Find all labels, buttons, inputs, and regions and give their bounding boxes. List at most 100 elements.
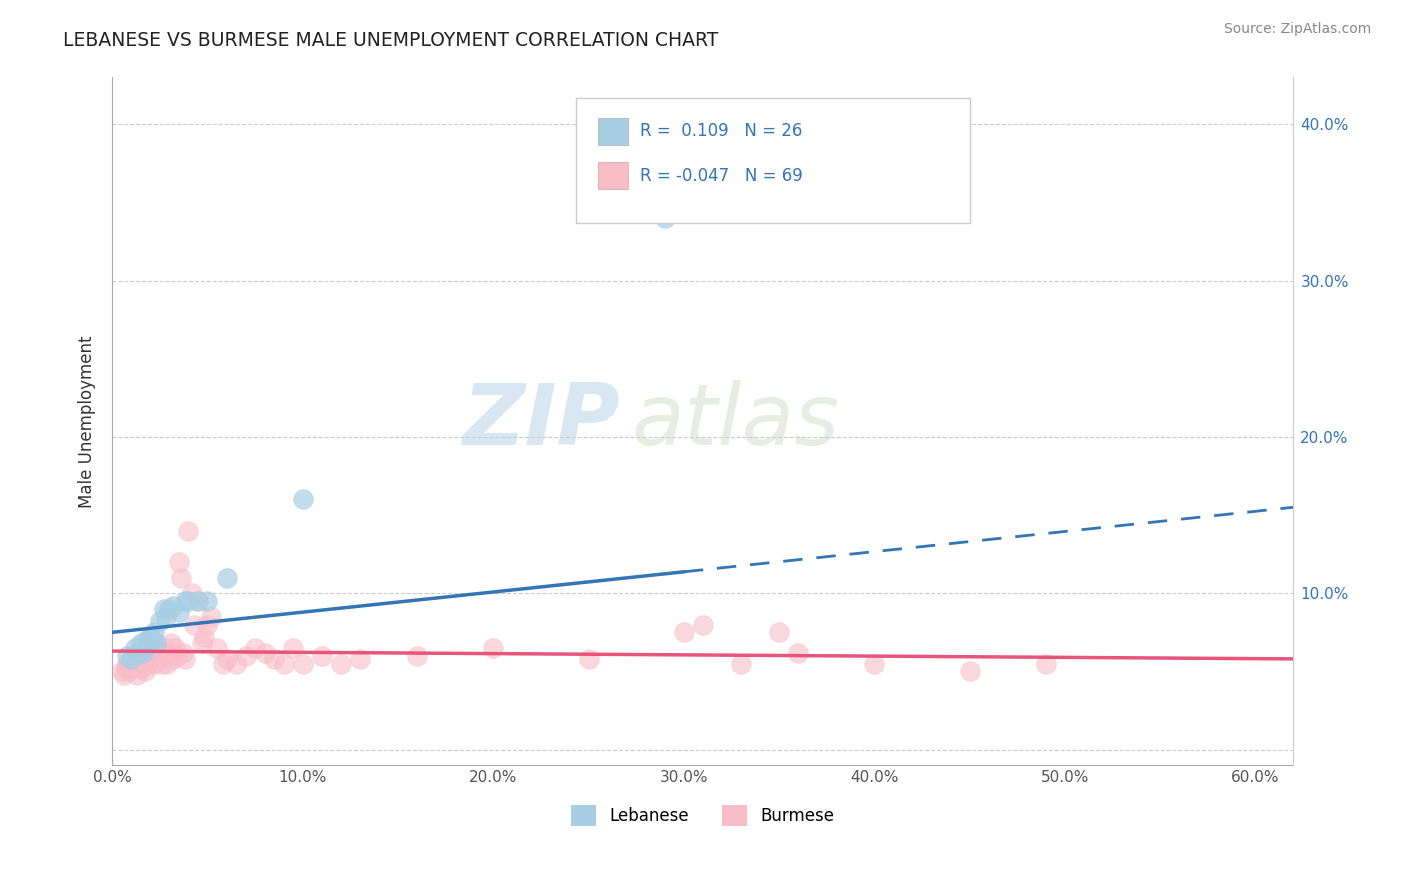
Point [170, 571, 193, 585]
Point [120, 652, 142, 666]
Point [173, 594, 195, 608]
Point [139, 652, 162, 666]
Point [138, 636, 160, 650]
Legend: Lebanese, Burmese: Lebanese, Burmese [564, 799, 841, 832]
Point [134, 640, 156, 655]
Point [143, 648, 166, 663]
Point [145, 640, 167, 655]
Point [132, 657, 155, 671]
Point [211, 657, 233, 671]
Point [187, 594, 209, 608]
Point [215, 571, 238, 585]
Point [1035, 657, 1057, 671]
Point [156, 657, 179, 671]
Y-axis label: Male Unemployment: Male Unemployment [79, 335, 96, 508]
Text: ZIP: ZIP [463, 380, 620, 463]
Point [200, 609, 222, 624]
Point [787, 646, 810, 660]
Point [122, 657, 145, 671]
Point [129, 636, 152, 650]
Point [173, 652, 195, 666]
Point [135, 633, 157, 648]
Point [578, 652, 600, 666]
Point [406, 648, 429, 663]
Point [263, 652, 285, 666]
Text: atlas: atlas [631, 380, 839, 463]
Point [283, 640, 305, 655]
Text: Source: ZipAtlas.com: Source: ZipAtlas.com [1223, 22, 1371, 37]
Point [149, 615, 172, 629]
Point [155, 609, 177, 624]
Point [959, 665, 981, 679]
Point [120, 661, 142, 675]
Point [157, 602, 180, 616]
Point [672, 625, 695, 640]
Point [155, 640, 177, 655]
Point [181, 586, 204, 600]
Point [863, 657, 886, 671]
Point [117, 657, 139, 671]
Point [138, 657, 160, 671]
Point [197, 617, 219, 632]
Point [177, 594, 200, 608]
Point [111, 665, 134, 679]
Point [177, 524, 200, 538]
Point [129, 652, 152, 666]
Point [143, 625, 166, 640]
Point [152, 602, 174, 616]
Point [150, 657, 173, 671]
Point [146, 652, 169, 666]
Point [692, 617, 714, 632]
Point [183, 617, 205, 632]
Point [132, 646, 155, 660]
Point [124, 640, 146, 655]
Point [167, 605, 190, 619]
Point [157, 646, 180, 660]
Point [141, 633, 163, 648]
Point [654, 211, 676, 226]
Point [235, 648, 257, 663]
Point [165, 640, 187, 655]
Point [197, 594, 219, 608]
Point [172, 646, 194, 660]
Point [311, 648, 333, 663]
Point [117, 648, 139, 663]
Text: R =  0.109   N = 26: R = 0.109 N = 26 [640, 122, 801, 140]
Point [162, 599, 184, 613]
Point [128, 661, 150, 675]
Point [291, 657, 314, 671]
Point [124, 652, 146, 666]
Point [166, 648, 188, 663]
Point [141, 646, 163, 660]
Point [291, 492, 314, 507]
Point [215, 652, 238, 666]
Point [134, 665, 156, 679]
Point [273, 657, 295, 671]
Point [139, 630, 162, 644]
Point [329, 657, 352, 671]
Text: R = -0.047   N = 69: R = -0.047 N = 69 [640, 167, 803, 185]
Point [243, 640, 266, 655]
Point [225, 657, 247, 671]
Point [149, 648, 172, 663]
Point [730, 657, 752, 671]
Point [135, 648, 157, 663]
Point [193, 630, 215, 644]
Point [482, 640, 505, 655]
Point [162, 652, 184, 666]
Point [160, 636, 183, 650]
Point [167, 555, 190, 569]
Point [191, 636, 214, 650]
Point [112, 667, 135, 681]
Point [205, 640, 228, 655]
Point [152, 646, 174, 660]
Point [145, 636, 167, 650]
Point [253, 646, 276, 660]
Point [125, 646, 148, 660]
Point [187, 594, 209, 608]
Point [125, 667, 148, 681]
Point [118, 665, 141, 679]
Text: LEBANESE VS BURMESE MALE UNEMPLOYMENT CORRELATION CHART: LEBANESE VS BURMESE MALE UNEMPLOYMENT CO… [63, 31, 718, 50]
Point [143, 657, 166, 671]
Point [349, 652, 371, 666]
